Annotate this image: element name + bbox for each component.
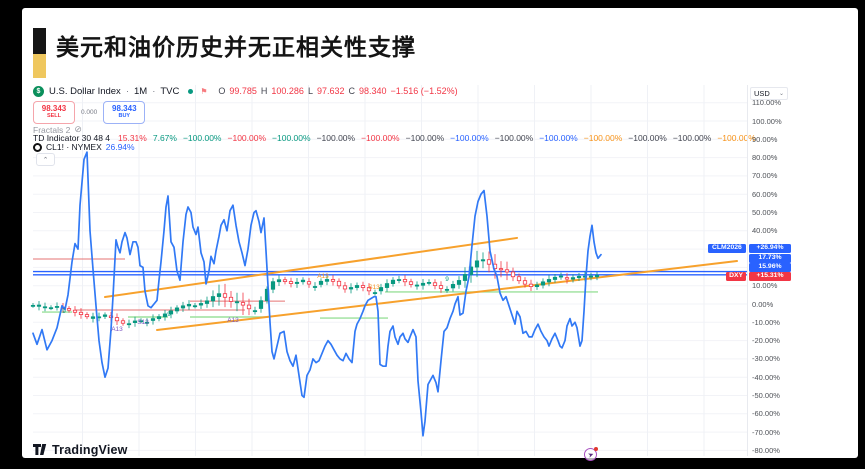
title-bullet-bottom: [33, 54, 46, 78]
high-key: H: [260, 86, 268, 96]
buy-label: BUY: [118, 113, 131, 120]
td-indicator-label: TD Indicator 30 48 4: [33, 133, 111, 143]
currency-dropdown[interactable]: USD ⌄: [750, 87, 788, 100]
price-scale-tick: 80.00%: [752, 153, 778, 163]
spread-value: 0.000: [81, 109, 98, 116]
cursor-highlight-icon[interactable]: ➤: [584, 447, 598, 461]
price-scale-tick: -80.00%: [752, 445, 780, 455]
flag-icon[interactable]: ⚑: [200, 86, 208, 96]
td-indicator-value: −100.00%: [405, 133, 445, 143]
separator: ·: [152, 85, 156, 97]
currency-label: USD: [754, 89, 770, 98]
price-label-value: 17.73%: [749, 253, 791, 264]
tradingview-logo[interactable]: TradingView: [33, 443, 128, 457]
separator: ·: [125, 85, 129, 97]
price-scale-tick: -40.00%: [752, 372, 780, 382]
open-value: 99.785: [229, 86, 257, 96]
price-scale-tick: 100.00%: [752, 116, 782, 126]
trade-panel: 98.343 SELL 0.000 98.343 BUY: [33, 101, 146, 124]
price-label-value: 15.96%: [749, 262, 791, 273]
legend-collapse-button[interactable]: ⌃: [36, 153, 55, 166]
td-indicator-value: −100.00%: [450, 133, 489, 143]
sell-button[interactable]: 98.343 SELL: [33, 101, 75, 124]
slide-card: [22, 8, 858, 458]
price-scale-tick: -20.00%: [752, 336, 780, 346]
price-scale-tick: 40.00%: [752, 226, 778, 236]
td-indicator-value: −100.00%: [361, 133, 400, 143]
price-scale-separator: [747, 85, 748, 456]
indicator-row-cl1[interactable]: CL1! · NYMEX 26.94%: [33, 142, 135, 152]
td-indicator-value: −100.00%: [494, 133, 534, 143]
price-scale-tick: 60.00%: [752, 189, 778, 199]
fractals-label: Fractals 2: [33, 124, 71, 135]
price-scale-tick: -10.00%: [752, 317, 780, 327]
buy-button[interactable]: 98.343 BUY: [103, 101, 146, 124]
page-title: 美元和油价历史并无正相关性支撑: [56, 34, 416, 60]
indicator-row-td[interactable]: TD Indicator 30 48 4 15.31% 7.67% −100.00%…: [33, 133, 756, 143]
symbol-exchange: TVC: [160, 85, 180, 97]
price-scale-tick: 90.00%: [752, 134, 778, 144]
chevron-down-icon: ⌄: [778, 91, 784, 97]
price-label-symbol: DXY: [726, 271, 746, 282]
price-scale-tick: 10.00%: [752, 281, 778, 291]
td-indicator-value: −100.00%: [316, 133, 356, 143]
symbol-legend-row[interactable]: $ U.S. Dollar Index · 1M · TVC ⚑ O 99.785…: [33, 85, 458, 97]
price-scale-tick: -70.00%: [752, 427, 780, 437]
chevron-up-icon: ⌃: [42, 156, 49, 164]
td-indicator-value: −100.00%: [717, 133, 756, 143]
tradingview-logo-icon: [33, 444, 47, 455]
title-bullet-top: [33, 28, 46, 54]
price-label-symbol: CLM2026: [707, 243, 746, 254]
td-indicator-value: −100.00%: [227, 133, 267, 143]
price-scale-tick: -50.00%: [752, 391, 780, 400]
cl1-value: 26.94%: [105, 142, 135, 152]
price-label-value: +26.94%: [749, 243, 791, 254]
price-scale-tick: 110.00%: [752, 98, 782, 108]
sell-price: 98.343: [41, 104, 67, 114]
symbol-interval[interactable]: 1M: [133, 85, 148, 97]
close-key: C: [348, 86, 356, 96]
tradingview-logo-text: TradingView: [52, 443, 128, 457]
td-indicator-value: −100.00%: [672, 133, 712, 143]
ohlc-values: O 99.785 H 100.286 L 97.632 C 98.340 −1.516 …: [218, 86, 457, 96]
cl1-label: CL1! · NYMEX: [46, 142, 102, 152]
price-scale-tick: 70.00%: [752, 171, 778, 181]
symbol-name[interactable]: U.S. Dollar Index: [49, 85, 121, 97]
symbol-logo-icon: $: [33, 85, 44, 97]
td-indicator-value: −100.00%: [272, 133, 311, 143]
low-key: L: [307, 86, 313, 96]
price-scale-tick: 50.00%: [752, 208, 778, 217]
sell-label: SELL: [46, 113, 62, 120]
high-value: 100.286: [271, 86, 304, 96]
price-scale-tick: 0.00%: [752, 299, 774, 309]
price-scale-tick: -30.00%: [752, 354, 780, 364]
price-label-value: +15.31%: [749, 271, 791, 282]
open-key: O: [218, 86, 226, 96]
buy-price: 98.343: [112, 104, 137, 114]
cl1-logo-icon: [33, 142, 42, 152]
td-indicator-value: −100.00%: [539, 133, 578, 143]
td-indicator-value: −100.00%: [583, 133, 623, 143]
eye-off-icon[interactable]: ⊘: [74, 124, 82, 134]
indicator-row-fractals[interactable]: Fractals 2 ⊘: [33, 124, 82, 135]
td-indicator-values: 15.31% 7.67% −100.00% −100.00% −100.00% −100.…: [118, 133, 756, 143]
td-indicator-value: −100.00%: [628, 133, 667, 143]
td-indicator-value: 7.67%: [152, 133, 177, 143]
price-scale-tick: -60.00%: [752, 409, 780, 419]
market-status-icon: [188, 88, 194, 94]
change-value: −1.516 (−1.52%): [390, 86, 458, 96]
td-indicator-value: 15.31%: [118, 133, 147, 143]
record-dot-icon: [594, 447, 598, 451]
td-indicator-value: −100.00%: [182, 133, 222, 143]
close-value: 98.340: [359, 86, 387, 96]
low-value: 97.632: [316, 86, 345, 96]
pointer-arrow-icon: ➤: [586, 450, 595, 460]
bottom-bar: [0, 458, 865, 469]
